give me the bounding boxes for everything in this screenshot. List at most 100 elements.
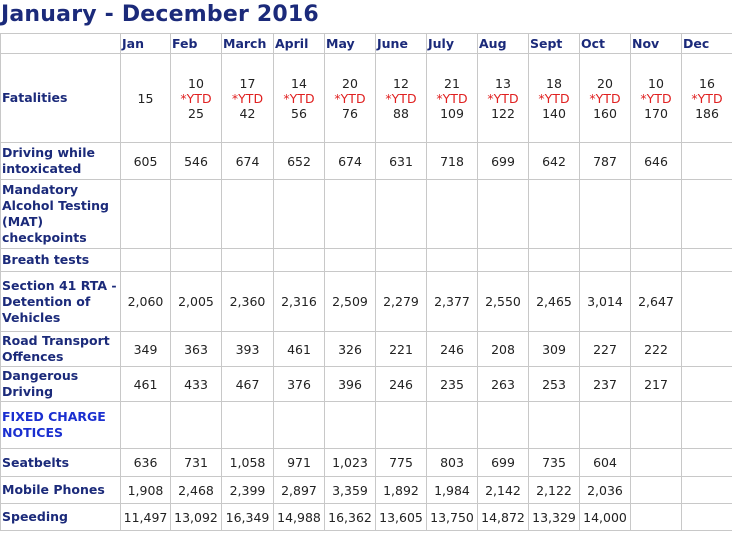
table-cell: 631	[375, 142, 427, 180]
fatalities-cell: 12 *YTD 88	[375, 53, 427, 143]
table-row-mat-checkpoints: Mandatory Alcohol Testing (MAT) checkpoi…	[0, 179, 732, 249]
table-cell: 2,647	[630, 271, 682, 332]
month-header: Sept	[528, 33, 580, 54]
table-cell: 3,359	[324, 476, 376, 504]
table-cell	[221, 248, 274, 272]
table-cell: 546	[170, 142, 222, 180]
fatalities-value: 10	[188, 75, 204, 91]
ytd-value: 76	[342, 105, 358, 121]
table-cell: 775	[375, 448, 427, 477]
row-label: Dangerous Driving	[0, 366, 121, 402]
table-cell: 14,000	[579, 503, 631, 531]
table-cell	[273, 179, 325, 249]
table-cell	[681, 331, 732, 367]
table-cell	[681, 503, 732, 531]
table-cell	[477, 401, 529, 449]
fatalities-cell: 20 *YTD 76	[324, 53, 376, 143]
ytd-marker: *YTD	[589, 90, 621, 106]
fatalities-value: 20	[597, 75, 613, 91]
table-cell: 674	[221, 142, 274, 180]
table-row-fixed-charge-notices: FIXED CHARGE NOTICES	[0, 401, 732, 449]
row-label: FIXED CHARGE NOTICES	[0, 401, 121, 449]
fatalities-value: 10	[648, 75, 664, 91]
fatalities-value: 20	[342, 75, 358, 91]
table-cell	[681, 179, 732, 249]
table-cell	[681, 142, 732, 180]
table-cell: 217	[630, 366, 682, 402]
table-cell	[630, 448, 682, 477]
table-cell: 393	[221, 331, 274, 367]
table-cell: 376	[273, 366, 325, 402]
row-label: Section 41 RTA - Detention of Vehicles	[0, 271, 121, 332]
table-cell	[681, 366, 732, 402]
table-cell: 2,468	[170, 476, 222, 504]
table-row-section-41-detention: Section 41 RTA - Detention of Vehicles 2,…	[0, 271, 732, 332]
row-label: Road Transport Offences	[0, 331, 121, 367]
table-cell: 2,399	[221, 476, 274, 504]
row-label: Fatalities	[0, 53, 121, 143]
table-row-dangerous-driving: Dangerous Driving 461 433 467 376 396 246 235 26…	[0, 366, 732, 402]
table-cell	[681, 476, 732, 504]
table-cell	[681, 248, 732, 272]
ytd-value: 88	[393, 105, 409, 121]
table-cell	[477, 248, 529, 272]
table-cell	[120, 401, 171, 449]
ytd-marker: *YTD	[640, 90, 672, 106]
table-cell	[630, 179, 682, 249]
table-cell	[221, 179, 274, 249]
table-cell	[324, 401, 376, 449]
row-label: Breath tests	[0, 248, 121, 272]
table-cell	[681, 401, 732, 449]
table-cell	[579, 248, 631, 272]
table-cell: 14,872	[477, 503, 529, 531]
table-cell	[273, 401, 325, 449]
month-header: May	[324, 33, 376, 54]
ytd-value: 160	[593, 105, 617, 121]
ytd-value: 42	[239, 105, 256, 121]
table-cell	[375, 248, 427, 272]
fatalities-cell: 18 *YTD 140	[528, 53, 580, 143]
month-header: June	[375, 33, 427, 54]
table-cell	[273, 248, 325, 272]
fatalities-cell: 17 *YTD 42	[221, 53, 274, 143]
table-cell: 636	[120, 448, 171, 477]
table-cell: 467	[221, 366, 274, 402]
table-cell: 208	[477, 331, 529, 367]
table-cell: 227	[579, 331, 631, 367]
table-cell: 674	[324, 142, 376, 180]
table-cell: 253	[528, 366, 580, 402]
table-cell: 14,988	[273, 503, 325, 531]
fatalities-cell: 13 *YTD 122	[477, 53, 529, 143]
table-cell	[477, 179, 529, 249]
table-cell	[528, 401, 580, 449]
row-label: Mobile Phones	[0, 476, 121, 504]
ytd-value: 25	[188, 105, 204, 121]
table-cell	[426, 401, 478, 449]
table-cell: 237	[579, 366, 631, 402]
table-cell	[170, 179, 222, 249]
fatalities-value: 12	[393, 75, 409, 91]
ytd-value: 170	[644, 105, 668, 121]
table-cell: 2,377	[426, 271, 478, 332]
table-cell	[375, 179, 427, 249]
table-cell	[426, 179, 478, 249]
table-cell: 2,060	[120, 271, 171, 332]
month-header: Oct	[579, 33, 631, 54]
row-label: Seatbelts	[0, 448, 121, 477]
table-cell: 1,058	[221, 448, 274, 477]
table-cell: 605	[120, 142, 171, 180]
table-cell: 13,329	[528, 503, 580, 531]
fatalities-value: 13	[495, 75, 511, 91]
table-cell: 13,092	[170, 503, 222, 531]
ytd-value: 122	[491, 105, 515, 121]
ytd-value: 56	[291, 105, 307, 121]
fatalities-cell: 16 *YTD 186	[681, 53, 732, 143]
table-cell: 11,497	[120, 503, 171, 531]
ytd-marker: *YTD	[283, 90, 315, 106]
fatalities-row: Fatalities 15 10 *YTD 25 17 *YTD 42 14 *YTD 56…	[0, 53, 732, 143]
fatalities-value: 16	[699, 75, 715, 91]
table-cell: 461	[120, 366, 171, 402]
table-cell: 13,605	[375, 503, 427, 531]
header-row: Jan Feb March April May June July Aug Se…	[0, 33, 732, 54]
table-cell: 2,897	[273, 476, 325, 504]
